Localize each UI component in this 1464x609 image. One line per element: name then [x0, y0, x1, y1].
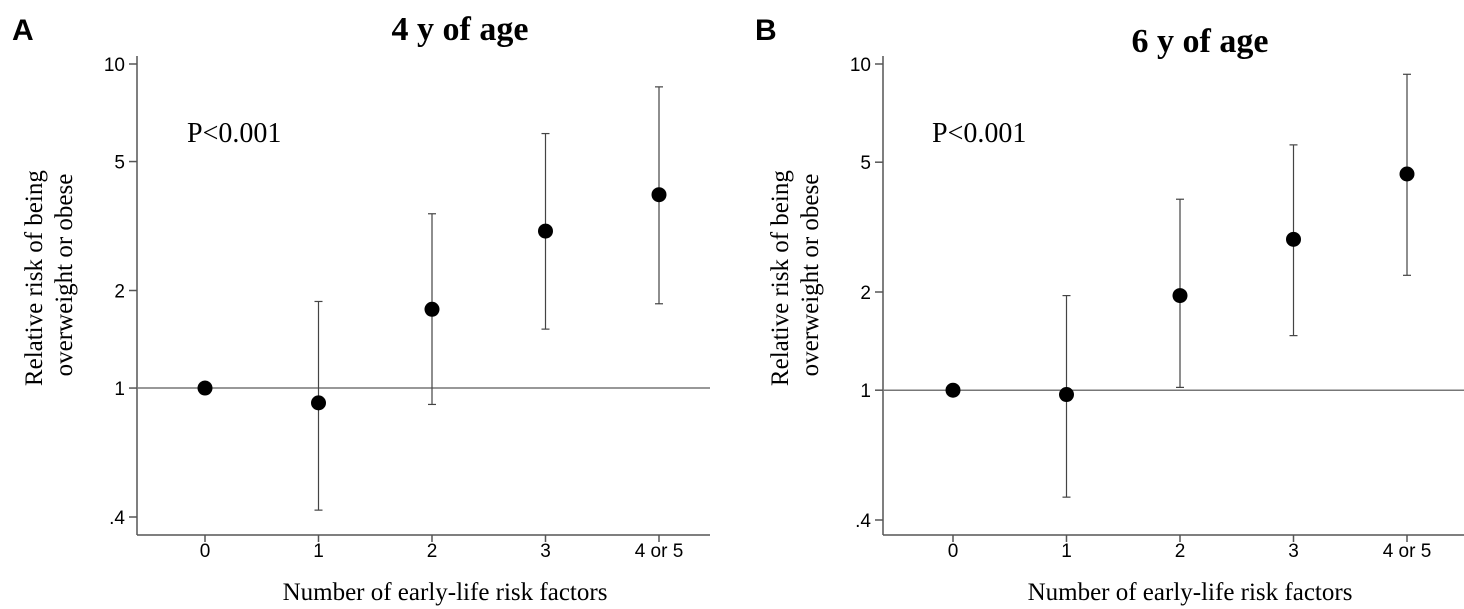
data-point [945, 382, 961, 398]
data-point [1286, 231, 1301, 247]
data-point [1399, 166, 1415, 182]
y-axis-label: Relative risk of being overweight or obe… [21, 164, 78, 386]
data-point [197, 380, 213, 396]
panel-letter: A [12, 14, 34, 47]
x-tick-label: 0 [200, 541, 211, 562]
y-axis-label-line-1: Relative risk of being [767, 170, 794, 386]
y-tick-label: 2 [114, 282, 125, 303]
y-tick-label: 5 [860, 153, 871, 174]
y-axis-label-line-2: overweight or obese [797, 174, 824, 377]
x-axis-label: Number of early-life risk factors [283, 579, 608, 606]
x-tick-label: 4 or 5 [635, 541, 684, 562]
data-point [538, 223, 553, 239]
x-tick-label: 1 [1061, 541, 1072, 562]
y-axis-label-line-2: overweight or obese [51, 174, 78, 377]
y-tick-label: 10 [104, 55, 125, 76]
y-tick-label: .4 [855, 511, 871, 532]
data-point [424, 301, 440, 317]
data-point [1172, 288, 1188, 304]
y-tick-label: .4 [109, 508, 125, 529]
plot-area: .4 1 2 5 10 0 1 2 3 4 or 5 [850, 55, 1464, 562]
y-tick-label: 5 [114, 153, 125, 174]
y-tick-label: 1 [114, 379, 125, 400]
x-axis-label: Number of early-life risk factors [1028, 579, 1353, 606]
panel-b: B 6 y of age P<0.001 Relative risk of be… [755, 14, 1464, 606]
chart-title: 6 y of age [1132, 23, 1269, 60]
y-tick-label: 1 [860, 381, 871, 402]
x-tick-label: 3 [540, 541, 551, 562]
data-point [311, 395, 326, 411]
y-tick-label: 2 [860, 283, 871, 304]
plot-area: .4 1 2 5 10 0 1 2 3 4 or 5 [104, 55, 710, 562]
chart-title: 4 y of age [392, 11, 529, 48]
y-axis-label: Relative risk of being overweight or obe… [767, 164, 824, 386]
data-point [651, 187, 667, 203]
p-value-annotation: P<0.001 [932, 118, 1026, 149]
x-tick-label: 0 [948, 541, 959, 562]
x-tick-label: 1 [313, 541, 324, 562]
y-tick-label: 10 [850, 55, 871, 76]
x-tick-label: 2 [1175, 541, 1186, 562]
y-axis-label-line-1: Relative risk of being [21, 170, 48, 386]
panel-letter: B [755, 14, 777, 47]
data-point [1059, 387, 1074, 403]
x-tick-label: 4 or 5 [1383, 541, 1432, 562]
x-tick-label: 2 [427, 541, 438, 562]
p-value-annotation: P<0.001 [187, 118, 281, 149]
panel-a: A 4 y of age P<0.001 Relative risk of be… [12, 11, 710, 606]
x-tick-label: 3 [1288, 541, 1299, 562]
